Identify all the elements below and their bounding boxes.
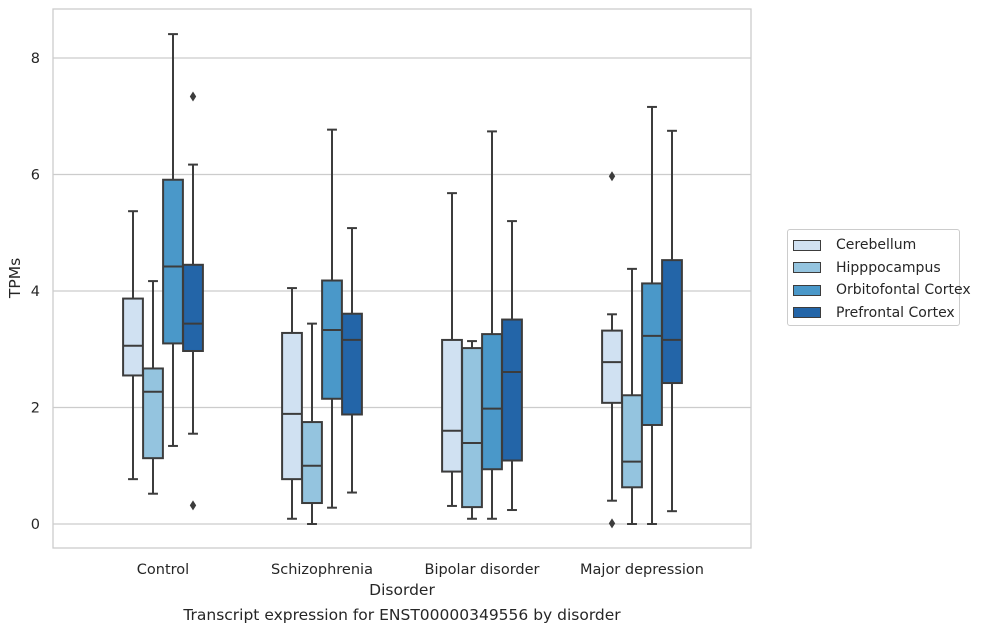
legend-swatch-cerebellum bbox=[793, 239, 821, 251]
box-cerebellum-major-depression bbox=[601, 171, 623, 529]
x-axis-label: Disorder bbox=[369, 581, 435, 599]
box-orbitofontal-cortex-control bbox=[162, 33, 184, 447]
legend-label-hippocampus: Hipppocampus bbox=[836, 259, 941, 276]
box-prefrontal-cortex-control-outlier-point bbox=[189, 500, 197, 511]
x-tick-label-schizophrenia: Schizophrenia bbox=[271, 562, 373, 578]
legend-item-orbitofrontal-cortex: Orbitofontal Cortex bbox=[793, 279, 971, 302]
box-hipppocampus-major-depression bbox=[621, 267, 643, 525]
box-hipppocampus-bipolar-disorder bbox=[461, 340, 483, 520]
box-cerebellum-major-depression-outlier-point bbox=[608, 518, 616, 529]
box-cerebellum-bipolar-disorder bbox=[441, 192, 463, 507]
x-tick-label-control: Control bbox=[137, 562, 189, 578]
box-cerebellum-bipolar-disorder-iqr-box bbox=[441, 338, 463, 473]
box-cerebellum-major-depression-outlier-point bbox=[608, 171, 616, 182]
box-cerebellum-control bbox=[122, 210, 144, 481]
legend-label-cerebellum: Cerebellum bbox=[836, 237, 917, 254]
legend-swatch-hippocampus bbox=[793, 262, 821, 274]
box-hipppocampus-bipolar-disorder-iqr-box bbox=[461, 347, 483, 509]
legend-label-prefrontal-cortex: Prefrontal Cortex bbox=[836, 304, 955, 321]
y-axis-label: TPMs bbox=[6, 258, 24, 299]
series-prefrontal-cortex bbox=[182, 91, 683, 513]
box-orbitofontal-cortex-major-depression bbox=[641, 105, 663, 525]
box-prefrontal-cortex-schizophrenia bbox=[341, 227, 363, 494]
y-tick-label: 0 bbox=[31, 517, 40, 533]
y-tick-label: 8 bbox=[31, 51, 40, 67]
box-cerebellum-control-iqr-box bbox=[122, 297, 144, 377]
box-hipppocampus-control-iqr-box bbox=[142, 367, 164, 460]
legend-item-prefrontal-cortex: Prefrontal Cortex bbox=[793, 302, 955, 325]
box-hipppocampus-control bbox=[142, 280, 164, 495]
box-orbitofontal-cortex-control-iqr-box bbox=[162, 178, 184, 345]
box-cerebellum-schizophrenia-iqr-box bbox=[281, 331, 303, 481]
box-orbitofontal-cortex-schizophrenia-iqr-box bbox=[321, 279, 343, 400]
box-orbitofontal-cortex-bipolar-disorder-iqr-box bbox=[481, 333, 503, 471]
box-prefrontal-cortex-schizophrenia-iqr-box bbox=[341, 312, 363, 416]
box-prefrontal-cortex-major-depression bbox=[661, 129, 683, 513]
legend-swatch-prefrontal-cortex bbox=[793, 307, 821, 319]
box-series bbox=[122, 33, 683, 529]
y-tick-label: 6 bbox=[31, 168, 40, 184]
box-cerebellum-schizophrenia bbox=[281, 287, 303, 520]
box-hipppocampus-major-depression-iqr-box bbox=[621, 394, 643, 489]
box-prefrontal-cortex-major-depression-iqr-box bbox=[661, 259, 683, 385]
box-prefrontal-cortex-control bbox=[182, 91, 204, 511]
x-tick-label-major-depression: Major depression bbox=[580, 562, 704, 578]
box-prefrontal-cortex-control-iqr-box bbox=[182, 263, 204, 352]
box-cerebellum-major-depression-iqr-box bbox=[601, 329, 623, 404]
x-tick-label-bipolar-disorder: Bipolar disorder bbox=[425, 562, 540, 578]
legend-item-cerebellum: Cerebellum bbox=[793, 234, 951, 257]
series-hipppocampus bbox=[142, 267, 643, 525]
box-prefrontal-cortex-bipolar-disorder-iqr-box bbox=[501, 318, 523, 462]
box-orbitofontal-cortex-major-depression-iqr-box bbox=[641, 282, 663, 426]
y-tick-label: 2 bbox=[31, 401, 40, 417]
legend: Cerebellum Hipppocampus Orbitofontal Cor… bbox=[787, 229, 971, 326]
legend-label-orbitofrontal-cortex: Orbitofontal Cortex bbox=[836, 282, 971, 299]
box-prefrontal-cortex-bipolar-disorder bbox=[501, 220, 523, 512]
series-orbitofontal-cortex bbox=[162, 33, 663, 525]
legend-swatch-orbitofrontal-cortex bbox=[793, 284, 821, 296]
y-tick-label: 4 bbox=[31, 284, 40, 300]
plot-frame bbox=[52, 8, 752, 549]
figure-caption: Transcript expression for ENST0000034955… bbox=[183, 606, 621, 624]
box-hipppocampus-schizophrenia-iqr-box bbox=[301, 421, 323, 505]
axis-ticks: 0 2 4 6 8 Control Schizophrenia Bipolar disorde… bbox=[31, 51, 704, 578]
box-orbitofontal-cortex-schizophrenia bbox=[321, 128, 343, 509]
series-cerebellum bbox=[122, 171, 623, 529]
box-orbitofontal-cortex-bipolar-disorder bbox=[481, 130, 503, 520]
box-hipppocampus-schizophrenia bbox=[301, 322, 323, 525]
legend-item-hippocampus: Hipppocampus bbox=[793, 257, 951, 280]
box-prefrontal-cortex-control-outlier-point bbox=[189, 91, 197, 102]
